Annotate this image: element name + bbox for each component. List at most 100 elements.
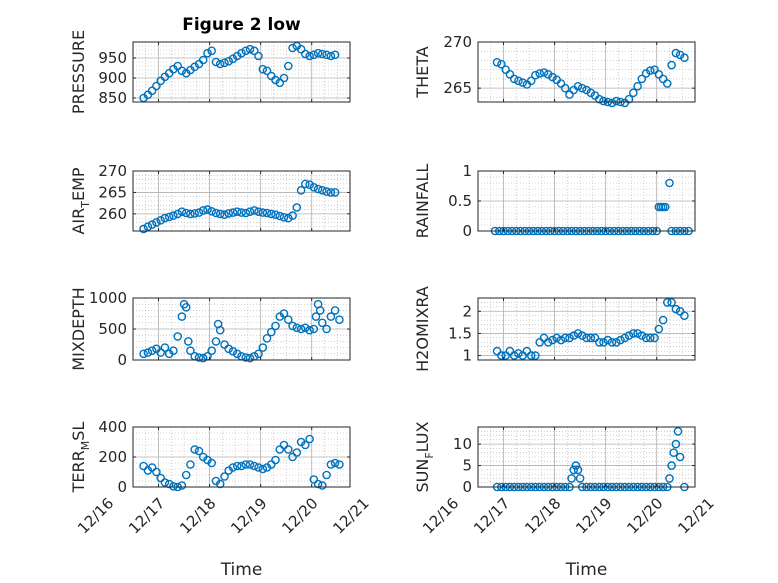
- data-point: [531, 70, 540, 80]
- data-point: [573, 329, 583, 338]
- data-point: [505, 70, 515, 79]
- data-point: [317, 49, 327, 59]
- data-point: [296, 185, 306, 195]
- data-point: [262, 66, 272, 76]
- y-axis-label-sub: T: [79, 201, 92, 209]
- data-point: [322, 187, 331, 196]
- data-point: [300, 49, 310, 59]
- data-point: [241, 353, 251, 362]
- data-point: [326, 312, 336, 321]
- data-point: [317, 318, 327, 328]
- figure-title: Figure 2 low: [182, 15, 301, 35]
- data-point: [245, 460, 255, 469]
- data-point: [207, 206, 216, 216]
- data-point: [313, 48, 323, 58]
- data-point: [266, 209, 276, 219]
- x-tick-label: 12/21: [329, 494, 372, 537]
- data-point: [271, 455, 280, 465]
- data-point: [228, 346, 238, 356]
- data-point: [292, 323, 302, 333]
- data-point: [665, 178, 674, 188]
- data-point: [607, 337, 617, 347]
- data-point: [207, 346, 216, 356]
- y-axis-label: H2OMIXRA: [413, 286, 432, 372]
- y-tick-label: 500: [98, 320, 127, 338]
- data-point: [232, 51, 242, 61]
- data-point: [169, 346, 178, 356]
- y-tick-label: 950: [98, 49, 127, 67]
- data-point: [569, 465, 579, 475]
- data-point: [245, 207, 255, 216]
- y-tick-label: 0.5: [448, 192, 472, 210]
- data-point: [531, 351, 540, 360]
- data-point: [254, 207, 263, 216]
- data-point: [190, 62, 199, 72]
- data-point: [160, 478, 170, 487]
- axes-box: [132, 41, 351, 103]
- data-point: [650, 65, 659, 74]
- data-point: [526, 351, 536, 360]
- x-tick-label: 12/21: [674, 494, 717, 537]
- data-point: [629, 88, 638, 98]
- data-point: [147, 346, 157, 356]
- data-point: [139, 224, 148, 234]
- data-point: [177, 66, 187, 76]
- data-point: [543, 337, 553, 347]
- data-point: [211, 208, 221, 218]
- y-tick-label: 10: [453, 435, 472, 453]
- data-point: [164, 479, 174, 489]
- x-tick-label: 12/16: [419, 494, 462, 537]
- data-point: [612, 96, 621, 106]
- y-axis-label: TERRMSL: [69, 422, 92, 494]
- data-point: [288, 211, 297, 220]
- data-point: [173, 61, 182, 71]
- data-point: [279, 212, 289, 222]
- data-point: [254, 349, 263, 359]
- data-point: [249, 461, 259, 471]
- data-point: [497, 59, 506, 69]
- data-point: [262, 208, 272, 218]
- data-point: [181, 470, 191, 480]
- data-point: [220, 472, 229, 481]
- grid: [477, 297, 696, 361]
- y-axis-label: PRESSURE: [69, 30, 88, 114]
- data-point: [224, 344, 233, 354]
- data-point: [143, 348, 153, 357]
- data-point: [311, 312, 321, 321]
- data-point: [220, 210, 229, 219]
- data-point: [317, 185, 327, 195]
- data-point: [633, 329, 642, 338]
- y-tick-label: 1: [462, 347, 472, 365]
- data-point: [309, 182, 319, 192]
- x-tick-label: 12/18: [176, 494, 219, 537]
- data-point: [675, 306, 685, 316]
- data-point: [514, 76, 523, 86]
- data-point: [177, 207, 187, 216]
- data-point: [224, 209, 233, 218]
- data-point: [215, 59, 225, 69]
- data-point: [271, 321, 280, 331]
- data-point: [203, 205, 212, 214]
- data-point: [539, 68, 549, 77]
- data-point: [669, 448, 679, 458]
- x-tick-label: 12/16: [74, 494, 117, 537]
- data-point: [232, 461, 242, 471]
- data-point: [211, 57, 221, 67]
- data-point: [599, 96, 608, 106]
- data-point: [181, 302, 191, 312]
- data-point: [671, 48, 681, 58]
- y-tick-label: 0: [462, 478, 472, 496]
- y-axis-label-main: RAINFALL: [413, 164, 432, 239]
- y-tick-label: 1: [462, 162, 472, 180]
- data-point: [671, 439, 681, 449]
- series-markers: [139, 179, 340, 234]
- data-point: [177, 312, 187, 321]
- data-point: [501, 65, 511, 74]
- data-point: [590, 333, 600, 343]
- data-point: [300, 179, 310, 189]
- data-point: [646, 66, 655, 75]
- data-point: [241, 46, 251, 56]
- y-axis-label-main: TERR: [69, 450, 88, 493]
